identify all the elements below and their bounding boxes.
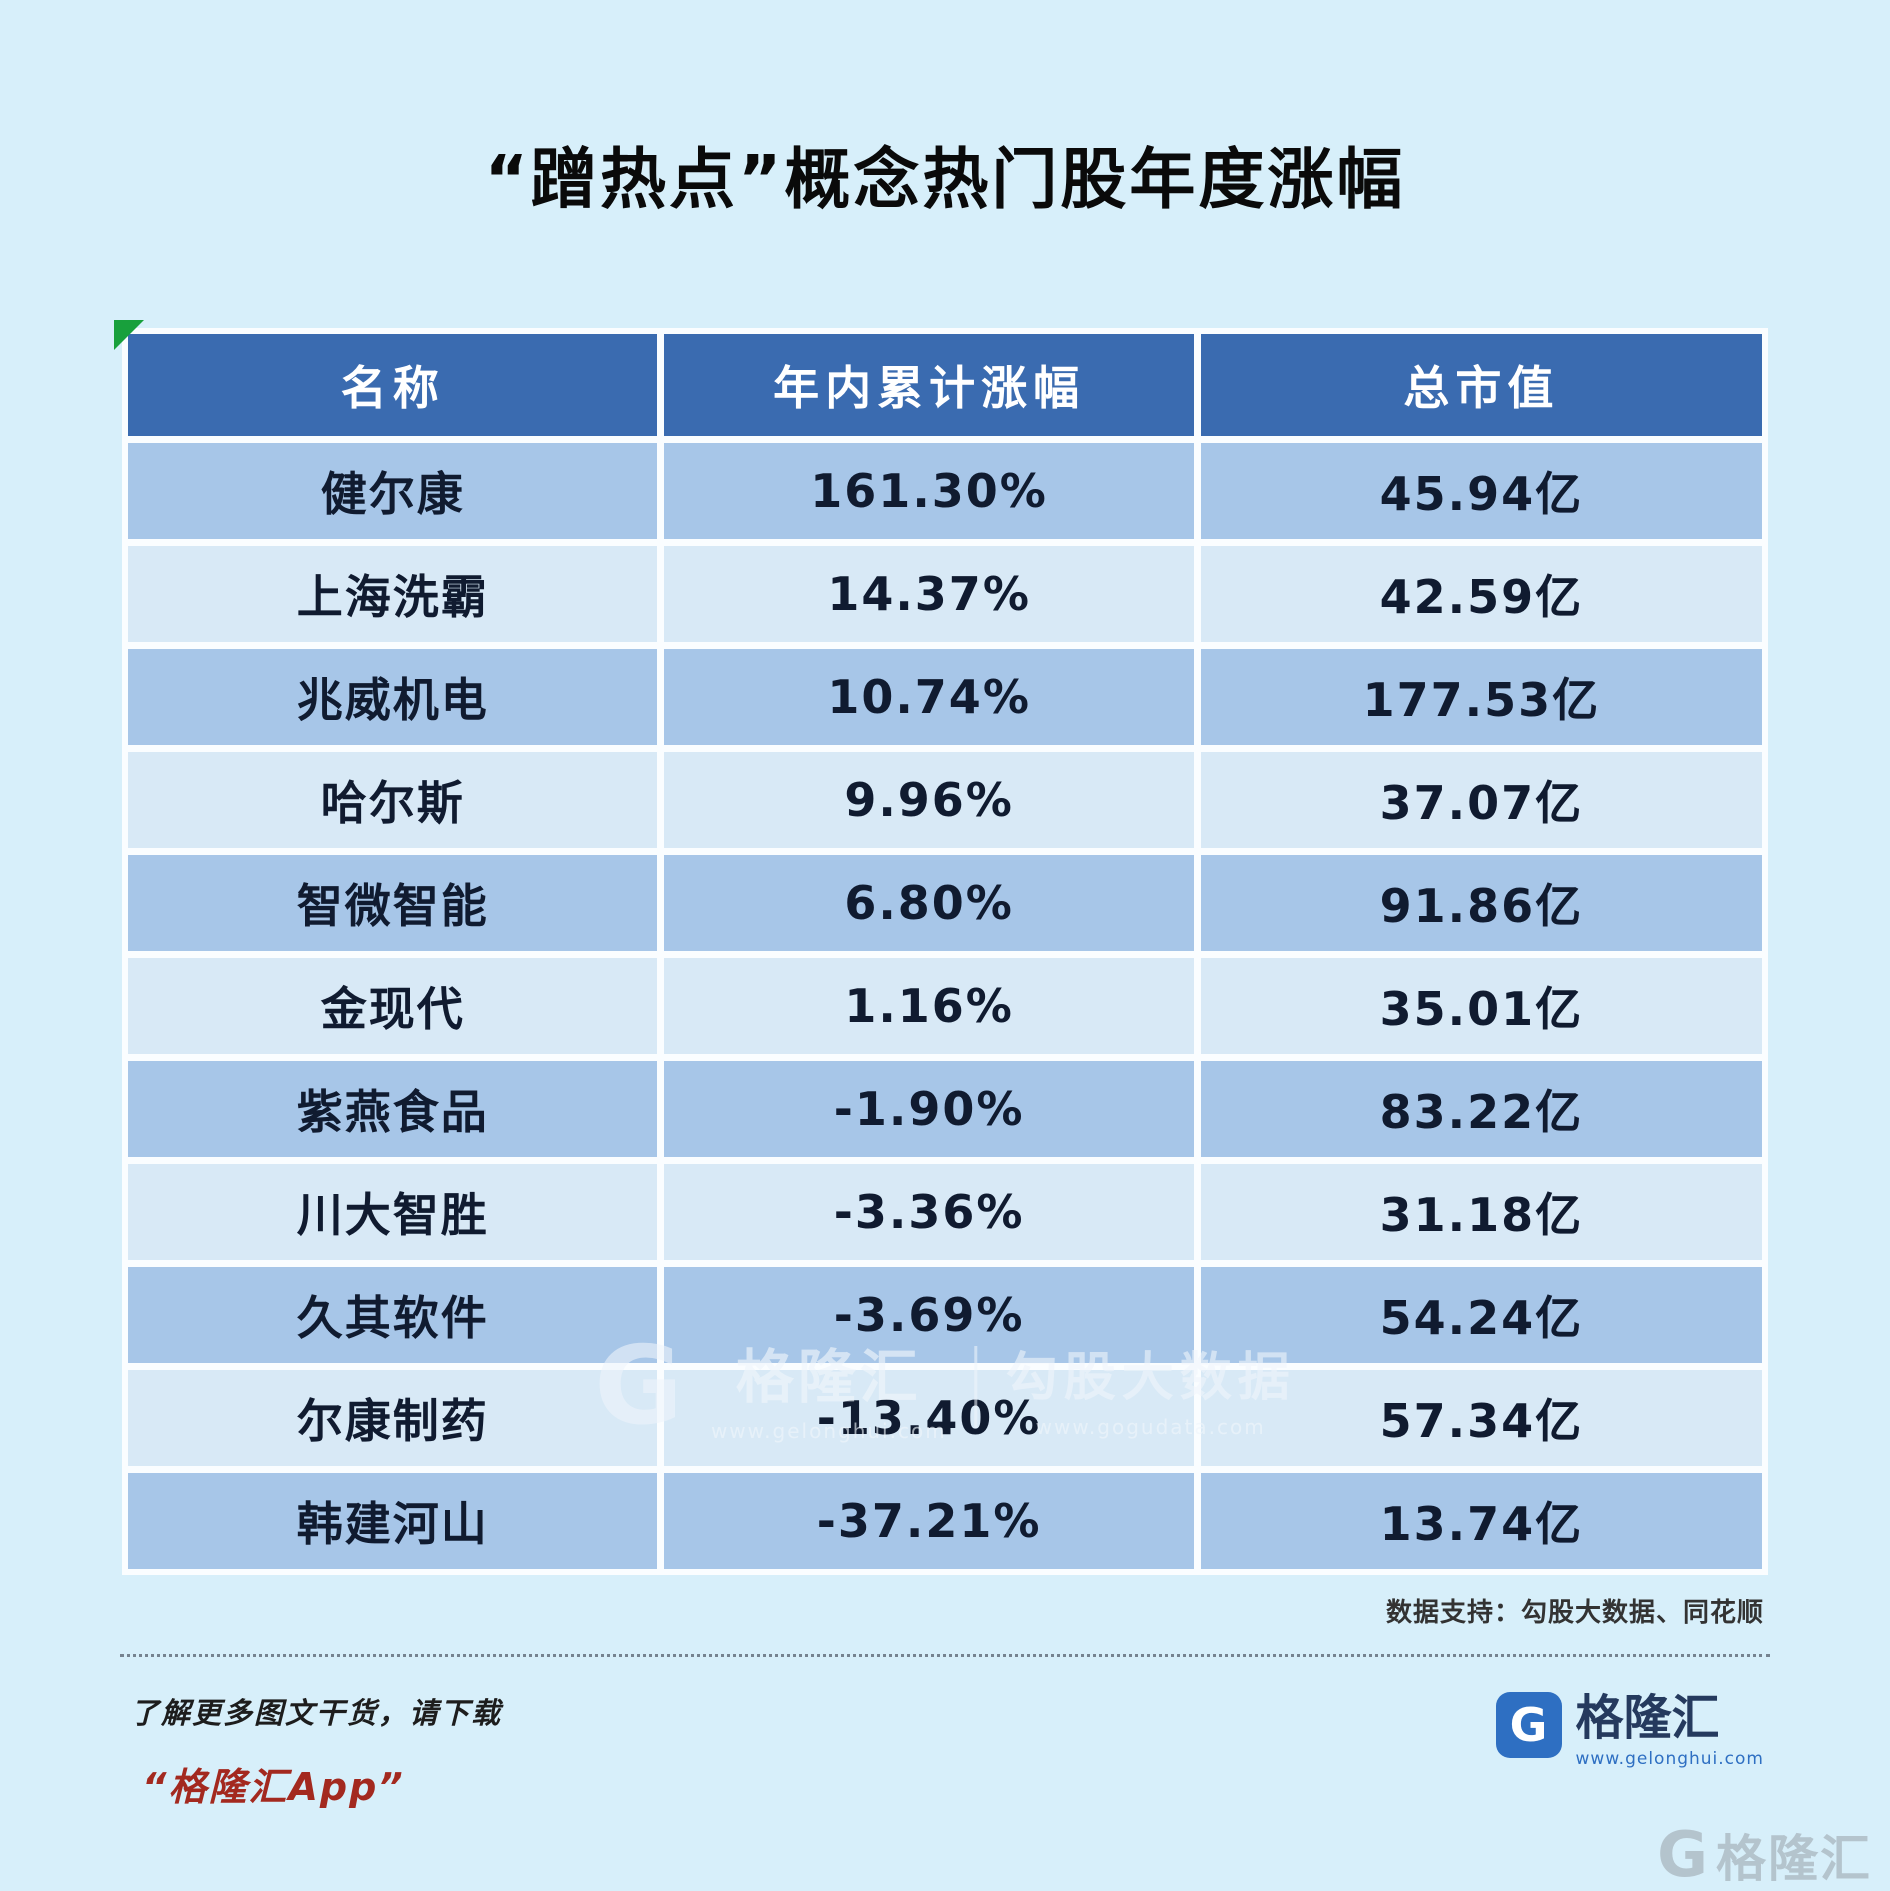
cell-ytd-gain: 1.16%	[664, 958, 1194, 1054]
corner-watermark-g-icon: G	[1657, 1818, 1708, 1891]
header-name: 名称	[128, 334, 658, 436]
cell-stock-name: 川大智胜	[128, 1164, 658, 1260]
cell-stock-name: 金现代	[128, 958, 658, 1054]
cell-stock-name: 智微智能	[128, 855, 658, 951]
cell-stock-name: 紫燕食品	[128, 1061, 658, 1157]
cell-ytd-gain: 9.96%	[664, 752, 1194, 848]
table-row: 智微智能 6.80% 91.86亿	[128, 855, 1762, 951]
cell-market-cap: 13.74亿	[1200, 1473, 1762, 1569]
table-row: 韩建河山 -37.21% 13.74亿	[128, 1473, 1762, 1569]
cell-stock-name: 尔康制药	[128, 1370, 658, 1466]
cell-stock-name: 上海洗霸	[128, 546, 658, 642]
table-row: 久其软件 -3.69% 54.24亿	[128, 1267, 1762, 1363]
cell-market-cap: 57.34亿	[1200, 1370, 1762, 1466]
cell-ytd-gain: 14.37%	[664, 546, 1194, 642]
table-row: 健尔康 161.30% 45.94亿	[128, 443, 1762, 539]
cell-ytd-gain: 161.30%	[664, 443, 1194, 539]
cell-market-cap: 83.22亿	[1200, 1061, 1762, 1157]
corner-watermark: G 格隆汇	[1657, 1818, 1872, 1891]
cell-ytd-gain: 10.74%	[664, 649, 1194, 745]
table-row: 兆威机电 10.74% 177.53亿	[128, 649, 1762, 745]
cell-stock-name: 久其软件	[128, 1267, 658, 1363]
table-row: 上海洗霸 14.37% 42.59亿	[128, 546, 1762, 642]
cell-market-cap: 37.07亿	[1200, 752, 1762, 848]
gelonghui-logo-text: 格隆汇 www.gelonghui.com	[1576, 1692, 1764, 1769]
cell-stock-name: 兆威机电	[128, 649, 658, 745]
brand-url: www.gelonghui.com	[1575, 1748, 1764, 1769]
green-corner-marker-icon	[114, 320, 144, 350]
data-source-note: 数据支持：勾股大数据、同花顺	[1385, 1598, 1764, 1628]
stock-table: 名称 年内累计涨幅 总市值 健尔康 161.30% 45.94亿 上海洗霸 14…	[114, 320, 1768, 1575]
cell-ytd-gain: -3.36%	[664, 1164, 1194, 1260]
cell-stock-name: 哈尔斯	[128, 752, 658, 848]
cell-ytd-gain: -13.40%	[664, 1370, 1194, 1466]
promo-text: 了解更多图文干货，请下载	[130, 1696, 503, 1730]
cell-stock-name: 韩建河山	[128, 1473, 658, 1569]
cell-market-cap: 91.86亿	[1200, 855, 1762, 951]
cell-ytd-gain: -1.90%	[664, 1061, 1194, 1157]
table-row: 川大智胜 -3.36% 31.18亿	[128, 1164, 1762, 1260]
cell-market-cap: 42.59亿	[1200, 546, 1762, 642]
gelonghui-logo: G 格隆汇 www.gelonghui.com	[1495, 1692, 1764, 1769]
cell-ytd-gain: 6.80%	[664, 855, 1194, 951]
dotted-divider	[120, 1654, 1770, 1657]
footer-promo: 了解更多图文干货，请下载 “格隆汇App”	[130, 1690, 502, 1811]
cell-market-cap: 45.94亿	[1200, 443, 1762, 539]
header-market-cap: 总市值	[1200, 334, 1762, 436]
table-row: 紫燕食品 -1.90% 83.22亿	[128, 1061, 1762, 1157]
cell-stock-name: 健尔康	[128, 443, 658, 539]
app-name-text: “格隆汇App”	[142, 1765, 405, 1809]
page-title: “蹭热点”概念热门股年度涨幅	[484, 141, 1406, 218]
cell-market-cap: 177.53亿	[1200, 649, 1762, 745]
table-header-row: 名称 年内累计涨幅 总市值	[128, 334, 1762, 436]
cell-ytd-gain: -37.21%	[664, 1473, 1194, 1569]
table-row: 哈尔斯 9.96% 37.07亿	[128, 752, 1762, 848]
cell-market-cap: 54.24亿	[1200, 1267, 1762, 1363]
table-row: 尔康制药 -13.40% 57.34亿	[128, 1370, 1762, 1466]
brand-name: 格隆汇	[1575, 1690, 1720, 1746]
cell-market-cap: 35.01亿	[1200, 958, 1762, 1054]
cell-market-cap: 31.18亿	[1200, 1164, 1762, 1260]
corner-watermark-brand: 格隆汇	[1716, 1829, 1872, 1888]
gelonghui-logo-icon: G	[1495, 1692, 1562, 1758]
table-row: 金现代 1.16% 35.01亿	[128, 958, 1762, 1054]
cell-ytd-gain: -3.69%	[664, 1267, 1194, 1363]
header-ytd-gain: 年内累计涨幅	[664, 334, 1194, 436]
